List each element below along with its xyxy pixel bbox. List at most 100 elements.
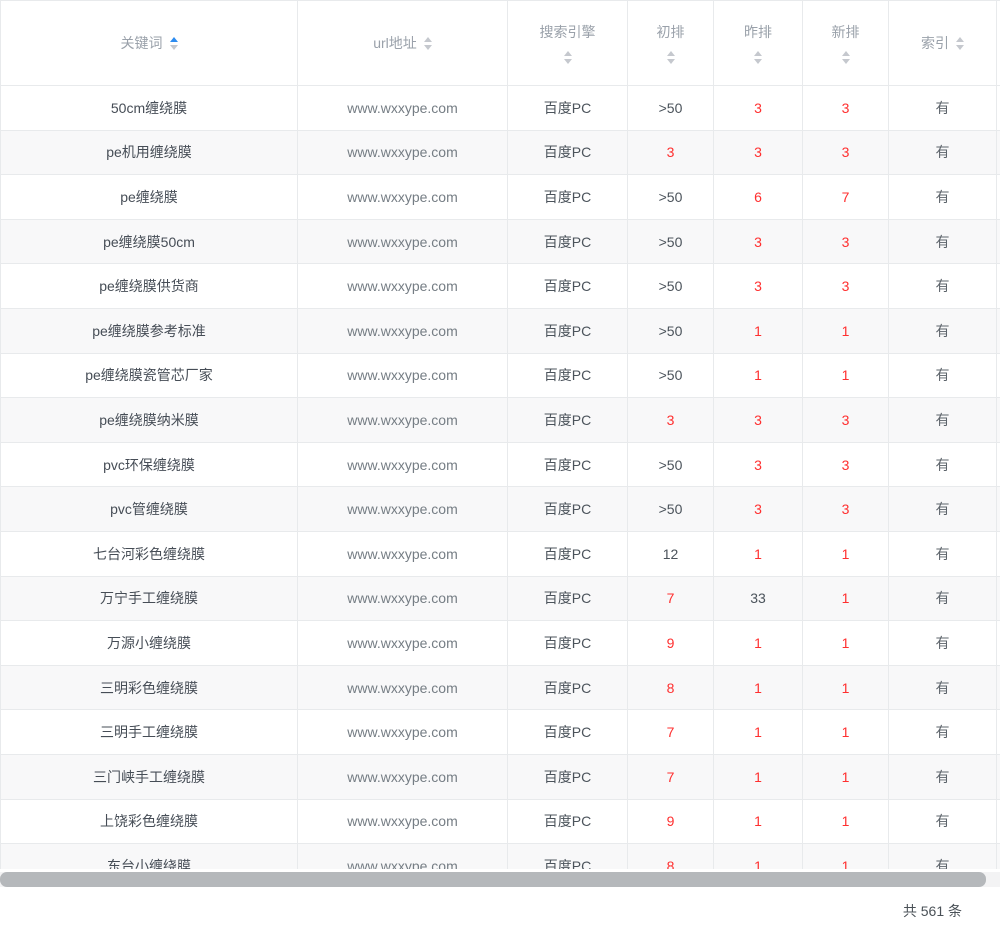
index-cell: 有 (889, 353, 997, 399)
url-cell: www.wxxype.com (298, 219, 508, 265)
url-cell: www.wxxype.com (298, 130, 508, 176)
engine-cell: 百度PC (508, 264, 628, 309)
url-cell: www.wxxype.com (298, 442, 508, 488)
column-header-yesterday-rank[interactable]: 昨排 (714, 1, 803, 86)
url-cell: www.wxxype.com (298, 576, 508, 622)
init-rank-cell: >50 (628, 487, 714, 532)
url-cell: www.wxxype.com (298, 531, 508, 577)
table-footer: 共 561 条 (0, 901, 1000, 921)
engine-cell: 百度PC (508, 442, 628, 488)
column-header-index[interactable]: 索引 (889, 1, 997, 86)
engine-cell: 百度PC (508, 844, 628, 869)
init-rank-cell: >50 (628, 219, 714, 265)
column-label: 搜索引擎 (539, 24, 596, 40)
yesterday-rank-cell: 1 (714, 621, 803, 666)
column-label: 索引 (921, 35, 949, 51)
new-rank-cell: 3 (803, 487, 889, 532)
engine-cell: 百度PC (508, 308, 628, 354)
table-row: 三明手工缠绕膜 www.wxxype.com 百度PC 7 1 1 有 (1, 710, 1000, 755)
row-edge-sliver (997, 264, 1000, 309)
new-rank-cell: 7 (803, 175, 889, 220)
sort-asc-icon (169, 36, 178, 42)
init-rank-cell: 9 (628, 621, 714, 666)
engine-cell: 百度PC (508, 130, 628, 176)
url-cell: www.wxxype.com (298, 710, 508, 755)
keyword-cell: pe缠绕膜参考标准 (1, 308, 298, 354)
table-row: pe缠绕膜供货商 www.wxxype.com 百度PC >50 3 3 有 (1, 264, 1000, 309)
row-edge-sliver (997, 308, 1000, 354)
yesterday-rank-cell: 1 (714, 844, 803, 869)
init-rank-cell: 9 (628, 799, 714, 845)
url-cell: www.wxxype.com (298, 621, 508, 666)
row-edge-sliver (997, 130, 1000, 176)
horizontal-scrollbar[interactable] (0, 872, 1000, 887)
keyword-cell: pe机用缠绕膜 (1, 130, 298, 176)
row-edge-sliver (997, 799, 1000, 845)
table-row: pe缠绕膜参考标准 www.wxxype.com 百度PC >50 1 1 有 (1, 308, 1000, 354)
column-header-keyword[interactable]: 关键词 (1, 1, 298, 86)
engine-cell: 百度PC (508, 531, 628, 577)
keyword-cell: 三明手工缠绕膜 (1, 710, 298, 755)
init-rank-cell: >50 (628, 442, 714, 488)
yesterday-rank-cell: 1 (714, 754, 803, 800)
index-cell: 有 (889, 175, 997, 220)
row-edge-sliver (997, 576, 1000, 622)
index-cell: 有 (889, 531, 997, 577)
yesterday-rank-cell: 3 (714, 398, 803, 443)
init-rank-cell: 8 (628, 844, 714, 869)
init-rank-cell: 3 (628, 130, 714, 176)
row-edge-sliver (997, 219, 1000, 265)
scrollbar-thumb[interactable] (0, 872, 986, 887)
sort-desc-icon (841, 59, 850, 64)
table-row: pe缠绕膜 www.wxxype.com 百度PC >50 6 7 有 (1, 175, 1000, 220)
engine-cell: 百度PC (508, 86, 628, 131)
index-cell: 有 (889, 576, 997, 622)
table-row: 万宁手工缠绕膜 www.wxxype.com 百度PC 7 33 1 有 (1, 576, 1000, 622)
engine-cell: 百度PC (508, 754, 628, 800)
row-edge-sliver (997, 353, 1000, 399)
init-rank-cell: 7 (628, 576, 714, 622)
table-row: 东台小缠绕膜 www.wxxype.com 百度PC 8 1 1 有 (1, 844, 1000, 869)
sort-desc-icon (956, 44, 964, 50)
column-label: 昨排 (744, 24, 772, 40)
header-edge-sliver (997, 1, 1000, 86)
row-edge-sliver (997, 487, 1000, 532)
yesterday-rank-cell: 3 (714, 264, 803, 309)
keyword-cell: pe缠绕膜50cm (1, 219, 298, 265)
sort-asc-icon (956, 36, 964, 42)
row-edge-sliver (997, 710, 1000, 755)
keyword-ranking-table: 关键词 url地址 搜索引擎 初排 昨排 新排 索引 50cm缠绕膜 www.wx (0, 0, 1000, 869)
column-header-url[interactable]: url地址 (298, 1, 508, 86)
url-cell: www.wxxype.com (298, 86, 508, 131)
yesterday-rank-cell: 1 (714, 308, 803, 354)
keyword-cell: 东台小缠绕膜 (1, 844, 298, 869)
new-rank-cell: 1 (803, 665, 889, 711)
new-rank-cell: 1 (803, 621, 889, 666)
table-row: pe机用缠绕膜 www.wxxype.com 百度PC 3 3 3 有 (1, 130, 1000, 176)
row-edge-sliver (997, 665, 1000, 711)
row-edge-sliver (997, 621, 1000, 666)
engine-cell: 百度PC (508, 665, 628, 711)
index-cell: 有 (889, 130, 997, 176)
yesterday-rank-cell: 1 (714, 531, 803, 577)
init-rank-cell: 8 (628, 665, 714, 711)
index-cell: 有 (889, 219, 997, 265)
table-row: pvc环保缠绕膜 www.wxxype.com 百度PC >50 3 3 有 (1, 442, 1000, 488)
index-cell: 有 (889, 754, 997, 800)
column-header-init-rank[interactable]: 初排 (628, 1, 714, 86)
row-edge-sliver (997, 442, 1000, 488)
column-label: url地址 (373, 35, 417, 51)
column-header-engine[interactable]: 搜索引擎 (508, 1, 628, 86)
sort-asc-icon (841, 51, 850, 56)
table-row: 万源小缠绕膜 www.wxxype.com 百度PC 9 1 1 有 (1, 621, 1000, 666)
column-header-new-rank[interactable]: 新排 (803, 1, 889, 86)
yesterday-rank-cell: 3 (714, 487, 803, 532)
index-cell: 有 (889, 710, 997, 755)
sort-icon (666, 51, 675, 64)
new-rank-cell: 3 (803, 398, 889, 443)
yesterday-rank-cell: 1 (714, 353, 803, 399)
row-edge-sliver (997, 175, 1000, 220)
keyword-cell: 上饶彩色缠绕膜 (1, 799, 298, 845)
keyword-cell: 万宁手工缠绕膜 (1, 576, 298, 622)
table-row: 三明彩色缠绕膜 www.wxxype.com 百度PC 8 1 1 有 (1, 665, 1000, 711)
